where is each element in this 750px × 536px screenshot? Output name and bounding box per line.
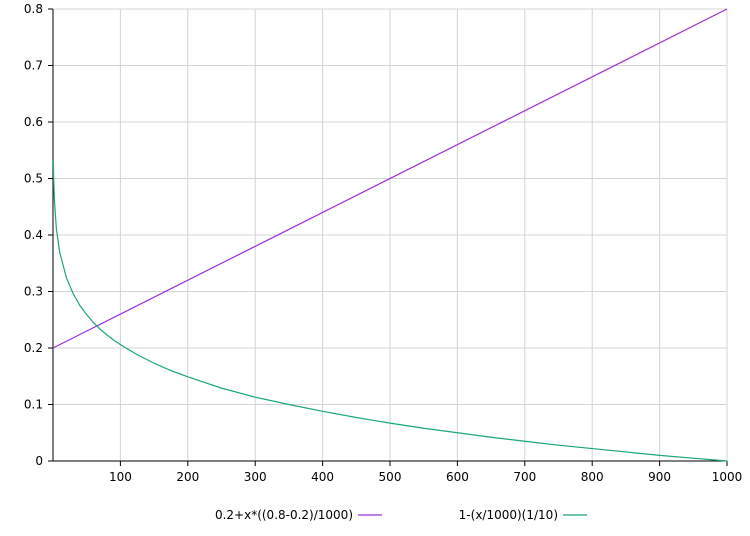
y-tick-label: 0.7 xyxy=(24,59,43,73)
legend-label: 0.2+x*((0.8-0.2)/1000) xyxy=(215,508,353,522)
x-tick-label: 1000 xyxy=(712,470,743,484)
x-tick-label: 900 xyxy=(648,470,671,484)
x-tick-label: 700 xyxy=(513,470,536,484)
x-axis-ticks: 100 200 300 400 500 600 700 800 900 1000 xyxy=(109,461,742,484)
x-tick-label: 200 xyxy=(176,470,199,484)
x-tick-label: 400 xyxy=(311,470,334,484)
y-tick-label: 0 xyxy=(35,454,43,468)
x-tick-label: 300 xyxy=(244,470,267,484)
y-tick-label: 0.6 xyxy=(24,115,43,129)
legend: 0.2+x*((0.8-0.2)/1000) 1-(x/1000)(1/10) xyxy=(215,508,587,522)
y-tick-label: 0.3 xyxy=(24,285,43,299)
plot-area xyxy=(52,8,728,462)
legend-entry-1: 0.2+x*((0.8-0.2)/1000) xyxy=(215,508,382,522)
legend-entry-2: 1-(x/1000)(1/10) xyxy=(459,508,587,522)
y-tick-label: 0.2 xyxy=(24,341,43,355)
y-axis-ticks: 0 0.1 0.2 0.3 0.4 0.5 0.6 0.7 0.8 xyxy=(24,2,53,468)
y-tick-label: 0.5 xyxy=(24,172,43,186)
x-tick-label: 600 xyxy=(446,470,469,484)
y-tick-label: 0.8 xyxy=(24,2,43,16)
legend-label: 1-(x/1000)(1/10) xyxy=(459,508,558,522)
x-tick-label: 100 xyxy=(109,470,132,484)
series-line-1 xyxy=(52,8,728,349)
series-line-2 xyxy=(52,160,728,462)
x-tick-label: 800 xyxy=(581,470,604,484)
y-tick-label: 0.1 xyxy=(24,398,43,412)
y-tick-label: 0.4 xyxy=(24,228,43,242)
x-tick-label: 500 xyxy=(379,470,402,484)
grid xyxy=(53,8,728,461)
